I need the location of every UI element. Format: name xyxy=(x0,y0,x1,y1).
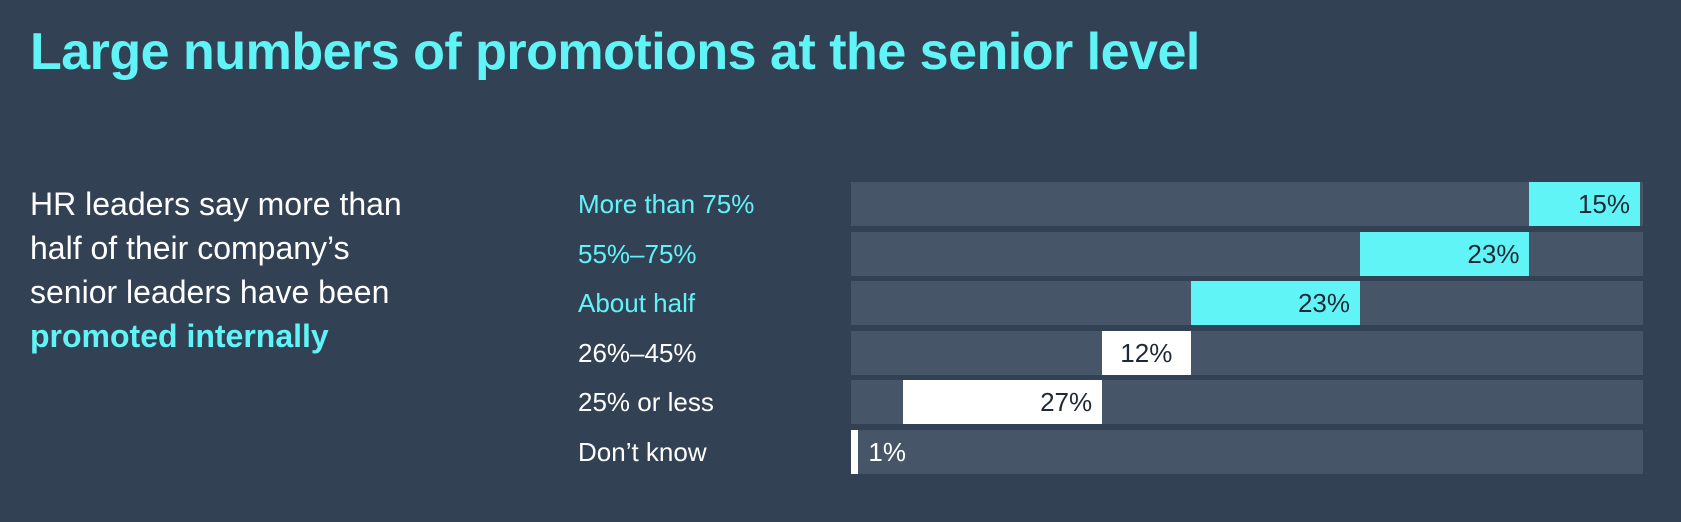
chart-row: About half 23% xyxy=(578,281,1648,326)
bar-track: 23% xyxy=(851,231,1643,276)
page-title: Large numbers of promotions at the senio… xyxy=(30,23,1200,81)
value-label: 23% xyxy=(1467,238,1520,269)
value-label: 27% xyxy=(1040,387,1093,418)
value-label: 23% xyxy=(1297,288,1350,319)
category-label: 55%–75% xyxy=(578,238,697,269)
value-label: 12% xyxy=(1120,337,1173,368)
bar-track: 15% xyxy=(851,182,1643,226)
bar-segment xyxy=(1529,182,1640,226)
bar-segment xyxy=(851,430,859,474)
chart-row: 26%–45% 12% xyxy=(578,330,1648,375)
chart-row: Don’t know 1% xyxy=(578,430,1648,474)
category-label: 26%–45% xyxy=(578,337,697,368)
subtitle-highlight: promoted internally xyxy=(30,318,329,354)
bar-track: 27% xyxy=(851,380,1643,425)
category-label: 25% or less xyxy=(578,387,714,418)
category-label: More than 75% xyxy=(578,189,755,219)
subtitle-line-1: HR leaders say more than xyxy=(30,186,402,222)
bar-track: 23% xyxy=(851,281,1643,326)
chart-row: 25% or less 27% xyxy=(578,380,1648,425)
bar-track: 1% xyxy=(851,430,1643,474)
category-label: About half xyxy=(578,288,696,319)
bar-track: 12% xyxy=(851,330,1643,375)
bar-chart: More than 75% 15% 55%–75% 23% About half 23% 2… xyxy=(578,182,1648,494)
bar-segment xyxy=(1360,231,1530,276)
chart-row: More than 75% 15% xyxy=(578,182,1648,226)
category-label: Don’t know xyxy=(578,437,707,467)
chart-subtitle: HR leaders say more than half of their c… xyxy=(30,182,500,358)
bar-segment xyxy=(903,380,1103,425)
subtitle-line-3: senior leaders have been xyxy=(30,274,390,310)
value-label: 15% xyxy=(1577,189,1630,219)
chart-row: 55%–75% 23% xyxy=(578,231,1648,276)
subtitle-line-2: half of their company’s xyxy=(30,230,350,266)
bar-segment xyxy=(1190,281,1360,326)
value-label: 1% xyxy=(868,437,906,467)
bar-segment xyxy=(1102,330,1191,375)
